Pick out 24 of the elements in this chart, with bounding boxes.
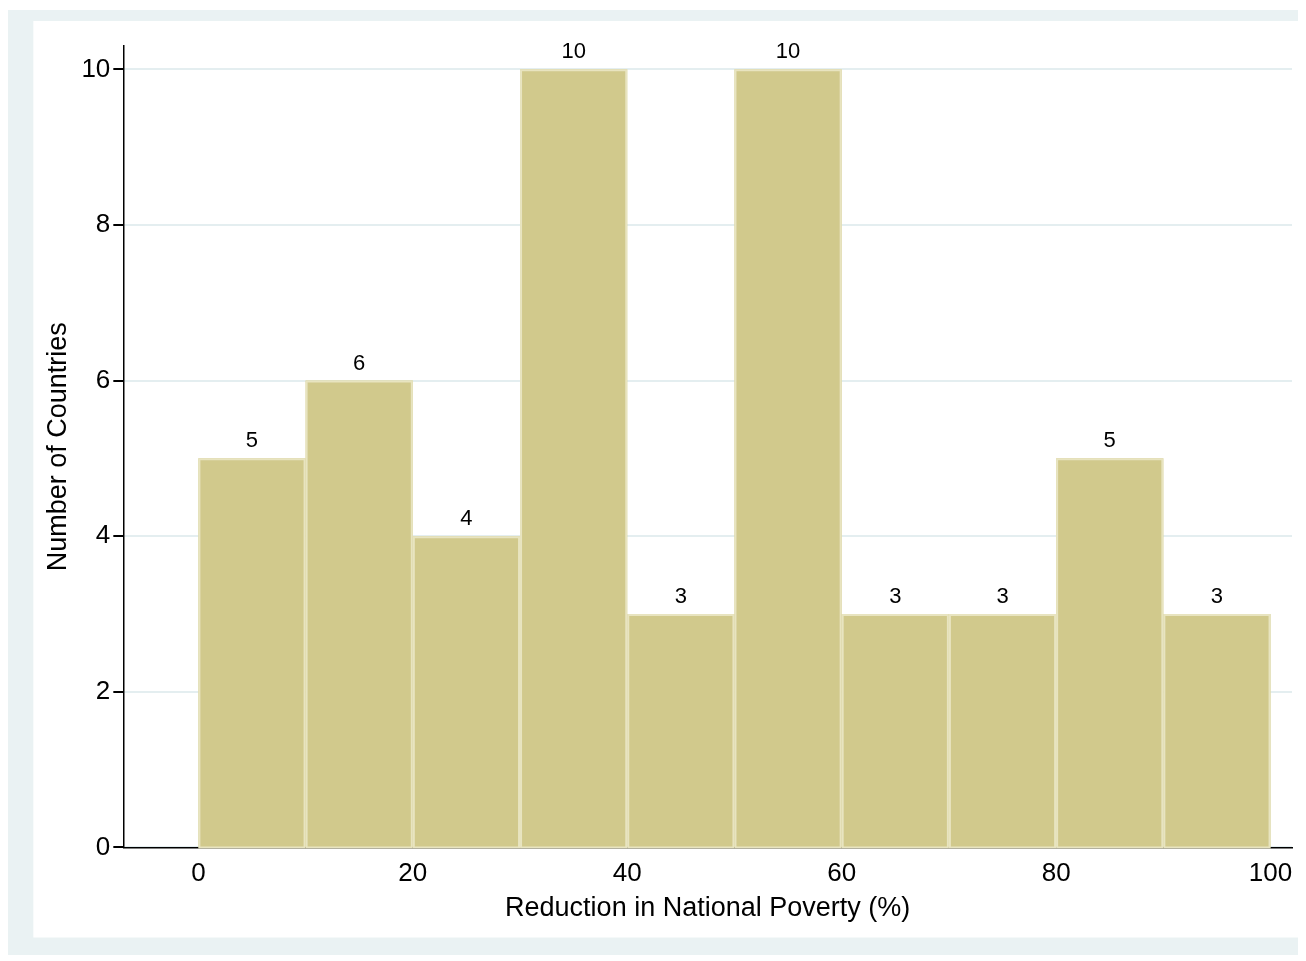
- data-label: 3: [674, 583, 687, 609]
- data-label: 4: [460, 505, 473, 531]
- x-tick-label: 80: [1041, 857, 1071, 888]
- x-tick-label: 0: [191, 857, 206, 888]
- data-label: 3: [1210, 583, 1224, 609]
- data-label: 3: [889, 583, 902, 609]
- y-tick-label: 2: [95, 674, 111, 705]
- x-tick-label: 40: [612, 857, 642, 888]
- data-label: 5: [1103, 427, 1116, 453]
- data-label: 10: [775, 38, 801, 64]
- x-tick-label: 60: [827, 857, 857, 888]
- y-tick-label: 0: [95, 830, 111, 861]
- data-label: 5: [245, 427, 259, 453]
- x-tick-label: 100: [1248, 857, 1293, 888]
- data-label: 3: [996, 583, 1009, 609]
- y-tick-label: 10: [81, 52, 111, 83]
- x-axis-title: Reduction in National Poverty (%): [505, 892, 911, 923]
- y-tick-label: 6: [95, 363, 111, 394]
- y-axis-title: Number of Countries: [41, 322, 72, 572]
- data-label: 10: [561, 38, 586, 64]
- x-tick-label: 20: [398, 857, 428, 888]
- y-tick-label: 4: [95, 519, 111, 550]
- y-tick-label: 8: [95, 208, 111, 239]
- data-label: 6: [353, 349, 366, 375]
